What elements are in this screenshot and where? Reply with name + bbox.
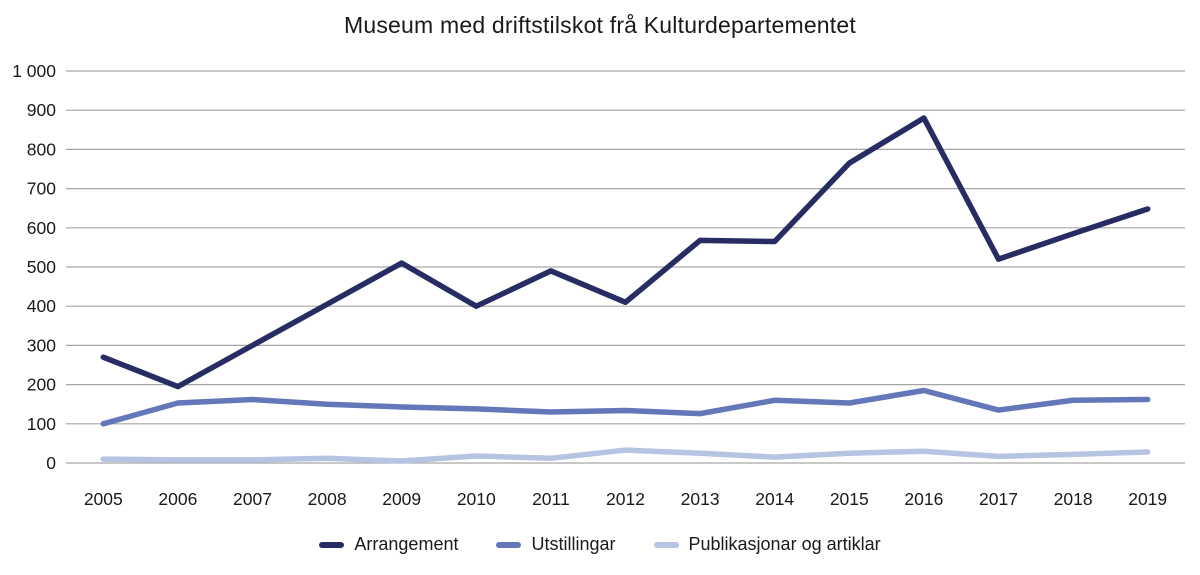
legend-label: Utstillingar: [531, 534, 616, 554]
x-axis-tick-label: 2006: [158, 489, 197, 509]
series-line-utstillingar: [100, 387, 1151, 427]
legend-marker-icon: [319, 541, 345, 548]
y-axis-tick-label: 300: [27, 335, 56, 355]
x-axis-tick-label: 2019: [1128, 489, 1167, 509]
y-axis-tick-label: 600: [27, 218, 56, 238]
y-axis-tick-label: 0: [46, 453, 56, 473]
y-axis-tick-label: 800: [27, 139, 56, 159]
legend-item: Utstillingar: [496, 534, 616, 555]
x-axis-tick-label: 2005: [84, 489, 123, 509]
y-axis-tick-label: 700: [27, 179, 56, 199]
legend-item: Publikasjonar og artiklar: [653, 534, 881, 555]
chart-title: Museum med driftstilskot frå Kulturdepar…: [344, 12, 856, 38]
y-axis-tick-label: 500: [27, 257, 56, 277]
x-axis-tick-label: 2008: [308, 489, 347, 509]
x-axis-tick-label: 2014: [755, 489, 794, 509]
legend-marker-icon: [653, 541, 679, 548]
series-line-publikasjonar-og-artiklar: [100, 447, 1151, 464]
series-line-arrangement: [100, 115, 1151, 390]
x-axis-tick-label: 2016: [904, 489, 943, 509]
legend-label: Arrangement: [354, 534, 459, 554]
y-axis-tick-label: 900: [27, 100, 56, 120]
y-axis-tick-label: 1 000: [12, 61, 56, 81]
x-axis-tick-label: 2018: [1054, 489, 1093, 509]
legend-label: Publikasjonar og artiklar: [688, 534, 881, 554]
x-axis-tick-label: 2013: [681, 489, 720, 509]
x-axis-tick-label: 2015: [830, 489, 869, 509]
x-axis-tick-label: 2017: [979, 489, 1018, 509]
y-axis-tick-label: 400: [27, 296, 56, 316]
legend-item: Arrangement: [319, 534, 458, 555]
chart-legend: Arrangement Utstillingar Publikasjonar og …: [0, 534, 1200, 555]
x-axis-tick-label: 2012: [606, 489, 645, 509]
legend-marker-icon: [496, 541, 522, 548]
x-axis-tick-label: 2011: [532, 489, 570, 509]
y-axis-tick-label: 100: [27, 414, 56, 434]
y-axis-tick-label: 200: [27, 375, 56, 395]
x-axis-tick-label: 2009: [382, 489, 421, 509]
x-axis-tick-label: 2007: [233, 489, 272, 509]
x-axis-tick-label: 2010: [457, 489, 496, 509]
